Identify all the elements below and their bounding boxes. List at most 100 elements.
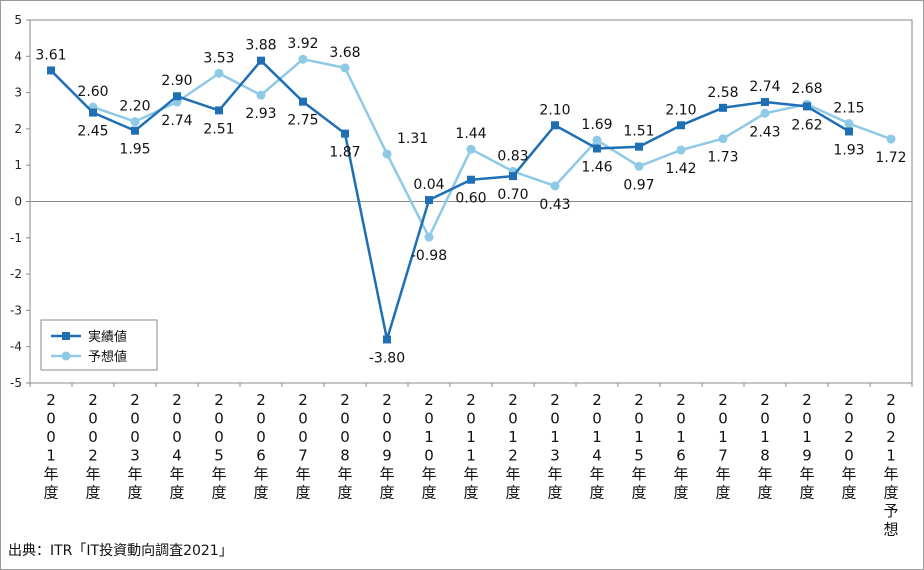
y-tick-label: -1 [10, 231, 22, 245]
data-point-actual [635, 142, 643, 151]
x-tick-label: 2 0 0 5 年度 [211, 391, 226, 502]
data-label: -0.98 [411, 248, 447, 264]
x-tick-label: 2 0 0 2 年度 [85, 391, 100, 502]
data-label: 2.43 [749, 124, 780, 140]
legend-marker [62, 332, 70, 340]
data-point-forecast [676, 145, 686, 155]
data-label: 0.60 [455, 191, 486, 207]
y-tick-label: -3 [10, 303, 22, 317]
data-label: 0.04 [413, 177, 444, 193]
x-tick-label: 2 0 2 0 年度 [841, 391, 856, 502]
data-label: 2.58 [707, 85, 738, 101]
data-point-actual [593, 144, 601, 153]
x-tick-label: 2 0 0 6 年度 [253, 391, 268, 502]
data-label: 0.70 [497, 187, 528, 203]
data-point-forecast [592, 135, 602, 145]
x-tick-label: 2 0 1 2 年度 [505, 391, 520, 502]
data-label: 2.15 [833, 100, 864, 116]
data-point-forecast [424, 232, 434, 242]
y-tick-label: 4 [14, 49, 22, 63]
x-tick-label: 2 0 1 3 年度 [547, 391, 562, 502]
x-tick-label: 2 0 0 4 年度 [169, 391, 184, 502]
data-point-actual [257, 56, 265, 65]
x-tick-label: 2 0 1 4 年度 [589, 391, 604, 502]
data-label: 3.88 [245, 38, 276, 54]
data-point-actual [719, 103, 727, 112]
data-label: 2.93 [245, 106, 276, 122]
x-tick-label: 2 0 1 6 年度 [673, 391, 688, 502]
data-point-forecast [886, 134, 896, 144]
data-point-actual [803, 102, 811, 111]
y-tick-label: 3 [14, 86, 22, 100]
x-tick-label: 2 0 0 8 年度 [337, 391, 352, 502]
y-tick-label: 0 [14, 195, 22, 209]
x-tick-label: 2 0 1 1 年度 [463, 391, 478, 502]
series-line-actual [50, 59, 850, 341]
data-label: 3.92 [287, 36, 318, 52]
data-label: 2.10 [665, 102, 696, 118]
data-point-actual [47, 66, 55, 75]
y-tick-label: -2 [10, 267, 22, 281]
data-label: 2.75 [287, 113, 318, 129]
data-label: 2.90 [161, 73, 192, 89]
data-label: 1.31 [397, 131, 428, 147]
data-label: 1.51 [623, 124, 654, 140]
data-label: 1.87 [329, 145, 360, 161]
data-point-actual [761, 98, 769, 107]
data-point-actual [215, 106, 223, 115]
y-tick-label: 2 [14, 122, 22, 136]
data-label: -3.80 [369, 350, 405, 366]
data-label: 2.45 [77, 124, 108, 140]
data-point-forecast [760, 108, 770, 118]
data-label: 3.68 [329, 45, 360, 61]
data-point-forecast [214, 68, 224, 78]
data-label: 1.72 [875, 150, 906, 166]
data-label: 0.83 [497, 148, 528, 164]
data-label: 1.42 [665, 161, 696, 177]
data-label: 2.51 [203, 121, 234, 137]
data-label: 3.53 [203, 50, 234, 66]
data-label: 0.97 [623, 177, 654, 193]
data-label: 2.74 [749, 79, 780, 95]
data-point-actual [845, 127, 853, 136]
data-point-forecast [130, 117, 140, 127]
data-point-forecast [340, 63, 350, 73]
x-tick-label: 2 0 0 3 年度 [127, 391, 142, 502]
x-tick-label: 2 0 0 1 年度 [43, 391, 58, 502]
data-point-forecast [382, 149, 392, 159]
data-label: 2.68 [791, 81, 822, 97]
data-label: 2.60 [77, 84, 108, 100]
data-label: 2.74 [161, 113, 192, 129]
source-note: 出典：ITR「IT投資動向調査2021」 [8, 543, 233, 559]
y-tick-label: -4 [10, 340, 22, 354]
legend-marker [61, 351, 71, 361]
data-label: 1.69 [581, 117, 612, 133]
data-label: 2.10 [539, 102, 570, 118]
data-point-forecast [634, 161, 644, 171]
data-point-actual [299, 97, 307, 106]
x-tick-label: 2 0 1 5 年度 [631, 391, 646, 502]
y-tick-label: 5 [14, 13, 22, 27]
x-tick-label: 2 0 1 0 年度 [421, 391, 436, 502]
data-label: 0.43 [539, 197, 570, 213]
x-tick-label: 2 0 0 9 年度 [379, 391, 394, 502]
data-label: 1.46 [581, 160, 612, 176]
data-point-actual [467, 175, 475, 184]
legend-label: 予想値 [88, 349, 127, 365]
x-tick-label: 2 0 1 7 年度 [715, 391, 730, 502]
data-point-actual [677, 121, 685, 130]
data-point-actual [131, 126, 139, 135]
data-point-forecast [844, 118, 854, 128]
x-tick-label: 2 0 1 8 年度 [757, 391, 772, 502]
data-point-actual [551, 121, 559, 130]
series-line-forecast [92, 57, 892, 239]
x-tick-label: 2 0 2 1 年度予想 [883, 391, 898, 539]
data-point-forecast [256, 90, 266, 100]
data-point-actual [89, 108, 97, 117]
data-point-actual [341, 129, 349, 138]
data-point-forecast [550, 181, 560, 191]
data-point-actual [425, 196, 433, 205]
